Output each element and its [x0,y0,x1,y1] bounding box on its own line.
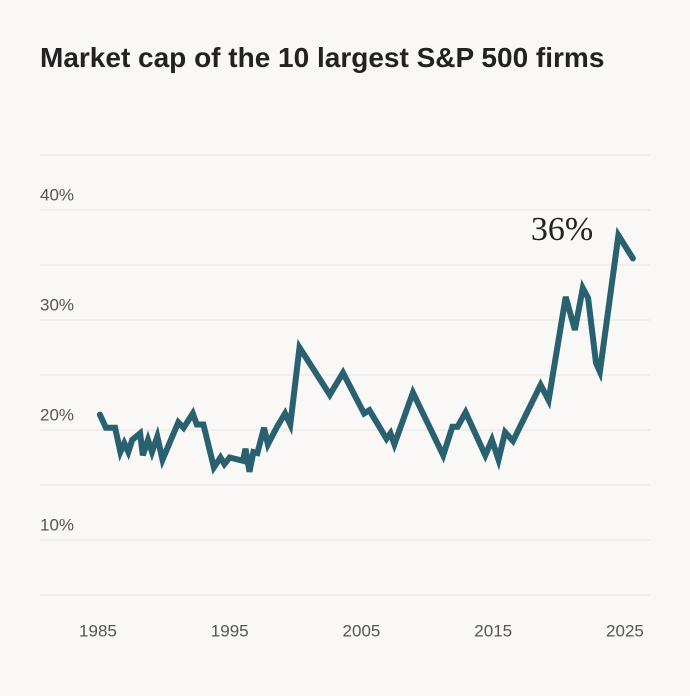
chart-title: Market cap of the 10 largest S&P 500 fir… [40,42,605,73]
y-tick-label: 10% [40,515,74,534]
x-tick-label: 1985 [79,621,117,640]
x-tick-label: 1995 [211,621,249,640]
x-tick-label: 2025 [606,621,644,640]
x-tick-label: 2015 [474,621,512,640]
y-tick-label: 20% [40,405,74,424]
data-line [96,226,636,475]
annotation: 36% [531,211,593,248]
y-tick-label: 30% [40,295,74,314]
x-tick-label: 2005 [343,621,381,640]
y-tick-label: 40% [40,185,74,204]
